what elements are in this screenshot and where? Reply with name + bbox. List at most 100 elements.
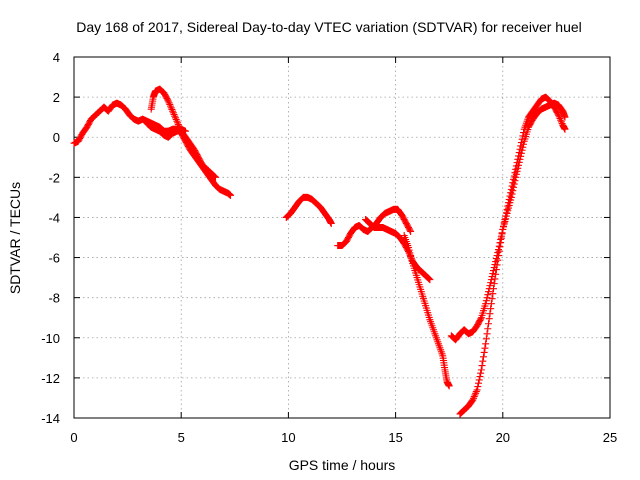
data-point — [484, 291, 492, 299]
data-point — [483, 294, 491, 302]
data-point — [497, 239, 505, 247]
data-point — [495, 252, 503, 260]
data-point — [498, 230, 506, 238]
data-point — [469, 396, 477, 404]
x-tick-label: 0 — [70, 430, 77, 445]
series-arc-7 — [400, 231, 453, 390]
data-point — [227, 191, 235, 199]
data-point — [406, 226, 414, 234]
data-point — [171, 114, 179, 122]
data-point — [425, 275, 433, 283]
data-point — [499, 225, 507, 233]
data-point — [561, 125, 569, 133]
data-point — [173, 117, 181, 125]
data-point — [518, 135, 526, 143]
data-point — [472, 389, 480, 397]
data-point — [469, 394, 477, 402]
data-point — [407, 227, 415, 235]
series-arc-2 — [147, 85, 220, 181]
data-point — [555, 113, 563, 121]
data-point — [490, 280, 498, 288]
data-point — [169, 109, 177, 117]
y-tick-label: 2 — [53, 90, 60, 105]
data-point — [492, 270, 500, 278]
series-arc-1 — [70, 99, 235, 199]
data-point — [485, 288, 493, 296]
data-point — [212, 173, 220, 181]
data-point — [490, 285, 498, 293]
data-point — [172, 116, 180, 124]
data-point — [480, 348, 488, 356]
x-tick-label: 5 — [178, 430, 185, 445]
series-arc-4 — [282, 193, 335, 227]
data-point — [487, 279, 495, 287]
data-point — [211, 173, 219, 181]
data-point — [509, 179, 517, 187]
x-tick-label: 15 — [388, 430, 402, 445]
data-point — [512, 162, 520, 170]
data-point — [491, 275, 499, 283]
data-point — [492, 266, 500, 274]
x-tick-labels: 0 5 10 15 20 25 — [70, 430, 617, 445]
data-point — [497, 234, 505, 242]
series-arc-6 — [362, 215, 434, 284]
y-tick-label: 0 — [53, 130, 60, 145]
data-point — [502, 209, 510, 217]
data-point — [510, 175, 518, 183]
series-arc-8 — [447, 99, 569, 344]
data-point — [485, 320, 493, 328]
y-tick-label: -10 — [41, 331, 60, 346]
data-point — [488, 295, 496, 303]
x-tick-label: 25 — [603, 430, 617, 445]
data-point — [496, 243, 504, 251]
data-point — [477, 366, 485, 374]
y-tick-labels: 4 2 0 -2 -4 -6 -8 -10 -12 -14 — [41, 50, 60, 426]
data-point — [500, 219, 508, 227]
data-point — [166, 100, 174, 108]
data-point — [479, 357, 487, 365]
data-point — [482, 340, 490, 348]
data-point — [505, 195, 513, 203]
data-point — [181, 127, 189, 135]
data-point — [475, 376, 483, 384]
data-point — [171, 112, 179, 120]
y-axis-label: SDTVAR / TECUs — [7, 182, 23, 294]
data-point — [486, 310, 494, 318]
data-point — [506, 192, 514, 200]
data-point — [445, 382, 453, 390]
x-axis-label: GPS time / hours — [289, 457, 396, 473]
chart-title: Day 168 of 2017, Sidereal Day-to-day VTE… — [76, 19, 582, 35]
y-tick-label: -2 — [48, 170, 60, 185]
data-point — [493, 261, 501, 269]
data-point — [487, 276, 495, 284]
data-point — [170, 110, 178, 118]
data-point — [480, 353, 488, 361]
data-point — [489, 290, 497, 298]
plot-frame — [73, 56, 611, 419]
data-point — [520, 129, 528, 137]
data-point — [504, 202, 512, 210]
data-point — [515, 149, 523, 157]
data-point — [168, 105, 176, 113]
data-point — [471, 391, 479, 399]
y-tick-label: -4 — [48, 210, 60, 225]
data-point — [557, 116, 565, 124]
data-point — [482, 297, 490, 305]
data-point — [517, 139, 525, 147]
data-point — [478, 362, 486, 370]
data-point — [426, 276, 434, 284]
data-point — [477, 315, 485, 323]
x-tick-label: 20 — [496, 430, 510, 445]
y-tick-label: -8 — [48, 291, 60, 306]
data-point — [470, 393, 478, 401]
grid-lines — [74, 57, 610, 418]
series-arc-3 — [143, 119, 189, 141]
series-arc-9 — [456, 93, 569, 418]
data-point — [210, 172, 218, 180]
data-point — [517, 142, 525, 150]
data-point — [554, 110, 562, 118]
data-point — [485, 315, 493, 323]
data-point — [505, 199, 513, 207]
data-point — [174, 119, 182, 127]
